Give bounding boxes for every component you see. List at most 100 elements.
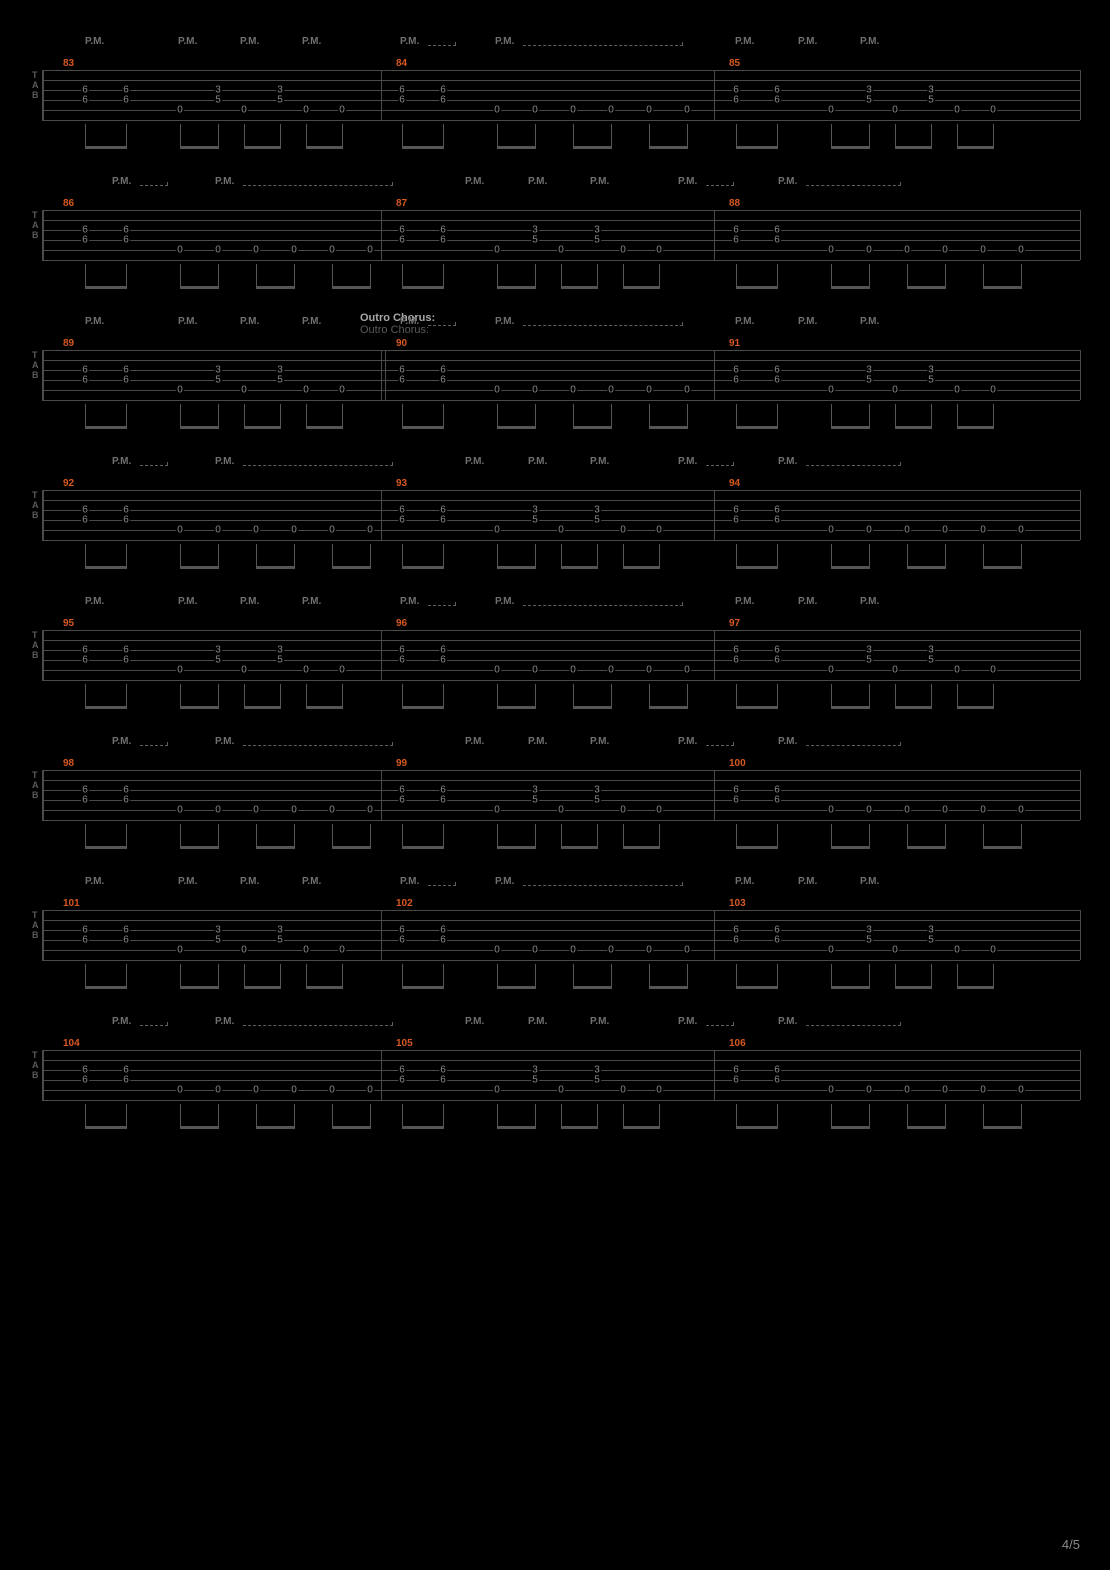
beam bbox=[736, 566, 778, 569]
stem bbox=[736, 544, 737, 566]
fret-number: 0 bbox=[240, 385, 248, 396]
string-line bbox=[42, 770, 1080, 771]
fret-number: 6 bbox=[398, 935, 406, 946]
fret-number: 0 bbox=[493, 805, 501, 816]
palm-mute-label: P.M. bbox=[798, 36, 817, 47]
fret-number: 0 bbox=[1017, 245, 1025, 256]
barline bbox=[381, 210, 382, 260]
beam bbox=[244, 706, 281, 709]
palm-mute-label: P.M. bbox=[678, 456, 697, 467]
fret-number: 5 bbox=[927, 655, 935, 666]
fret-number: 0 bbox=[941, 1085, 949, 1096]
stem bbox=[443, 1104, 444, 1126]
palm-mute-label: P.M. bbox=[400, 316, 419, 327]
fret-number: 5 bbox=[593, 235, 601, 246]
fret-number: 0 bbox=[941, 805, 949, 816]
palm-mute-label: P.M. bbox=[495, 316, 514, 327]
fret-number: 6 bbox=[398, 1075, 406, 1086]
fret-number: 0 bbox=[338, 945, 346, 956]
fret-number: 0 bbox=[683, 945, 691, 956]
string-line bbox=[42, 1100, 1080, 1101]
stem bbox=[777, 124, 778, 146]
stem bbox=[561, 824, 562, 846]
beam bbox=[561, 846, 598, 849]
beam bbox=[497, 1126, 536, 1129]
bar-number: 92 bbox=[63, 478, 74, 489]
fret-number: 6 bbox=[398, 235, 406, 246]
fret-number: 0 bbox=[655, 245, 663, 256]
stem bbox=[244, 684, 245, 706]
stem bbox=[535, 544, 536, 566]
fret-number: 6 bbox=[773, 1075, 781, 1086]
stem bbox=[777, 264, 778, 286]
barline bbox=[714, 630, 715, 680]
palm-mute-label: P.M. bbox=[860, 316, 879, 327]
stem bbox=[342, 964, 343, 986]
palm-mute-extent bbox=[806, 462, 901, 466]
fret-number: 0 bbox=[683, 385, 691, 396]
bar-number: 89 bbox=[63, 338, 74, 349]
tab-system: P.M.P.M.P.M.P.M.P.M.P.M.P.M.104105106TAB… bbox=[30, 1010, 1080, 1145]
palm-mute-label: P.M. bbox=[735, 36, 754, 47]
stem bbox=[573, 684, 574, 706]
stem bbox=[342, 404, 343, 426]
stem bbox=[736, 264, 737, 286]
stem bbox=[85, 264, 86, 286]
stem bbox=[126, 404, 127, 426]
palm-mute-extent bbox=[140, 1022, 168, 1026]
stem bbox=[895, 404, 896, 426]
stem bbox=[931, 684, 932, 706]
palm-mute-extent bbox=[243, 742, 393, 746]
stem bbox=[993, 124, 994, 146]
stem bbox=[332, 264, 333, 286]
fret-number: 0 bbox=[176, 525, 184, 536]
fret-number: 6 bbox=[122, 235, 130, 246]
stem bbox=[945, 1104, 946, 1126]
stem bbox=[332, 1104, 333, 1126]
barline bbox=[42, 70, 44, 120]
palm-mute-label: P.M. bbox=[85, 596, 104, 607]
stem bbox=[869, 124, 870, 146]
beam bbox=[497, 146, 536, 149]
beam bbox=[831, 286, 870, 289]
fret-number: 0 bbox=[302, 105, 310, 116]
fret-number: 6 bbox=[81, 235, 89, 246]
palm-mute-label: P.M. bbox=[215, 176, 234, 187]
rhythm-stems bbox=[30, 404, 1080, 436]
fret-number: 0 bbox=[645, 385, 653, 396]
barline bbox=[381, 70, 382, 120]
fret-number: 6 bbox=[122, 795, 130, 806]
fret-number: 0 bbox=[214, 245, 222, 256]
stem bbox=[957, 964, 958, 986]
stem bbox=[659, 824, 660, 846]
stem bbox=[659, 1104, 660, 1126]
fret-number: 0 bbox=[338, 665, 346, 676]
tab-system: P.M.P.M.P.M.P.M.P.M.P.M.P.M.P.M.P.M.8384… bbox=[30, 30, 1080, 165]
stem bbox=[280, 124, 281, 146]
rhythm-stems bbox=[30, 264, 1080, 296]
barline bbox=[1080, 770, 1081, 820]
palm-mute-label: P.M. bbox=[400, 596, 419, 607]
string-line bbox=[42, 210, 1080, 211]
string-line bbox=[42, 920, 1080, 921]
stem bbox=[907, 544, 908, 566]
stem bbox=[561, 264, 562, 286]
beam bbox=[895, 706, 932, 709]
fret-number: 0 bbox=[827, 385, 835, 396]
palm-mute-extent bbox=[428, 602, 456, 606]
stem bbox=[983, 264, 984, 286]
fret-number: 0 bbox=[891, 385, 899, 396]
fret-number: 0 bbox=[891, 665, 899, 676]
palm-mute-label: P.M. bbox=[495, 596, 514, 607]
fret-number: 0 bbox=[891, 105, 899, 116]
stem bbox=[687, 684, 688, 706]
string-line bbox=[42, 230, 1080, 231]
stem bbox=[443, 964, 444, 986]
beam bbox=[623, 286, 660, 289]
beam bbox=[85, 426, 127, 429]
barline bbox=[42, 1050, 44, 1100]
fret-number: 0 bbox=[557, 1085, 565, 1096]
fret-number: 0 bbox=[683, 105, 691, 116]
barline bbox=[714, 770, 715, 820]
stem bbox=[306, 404, 307, 426]
